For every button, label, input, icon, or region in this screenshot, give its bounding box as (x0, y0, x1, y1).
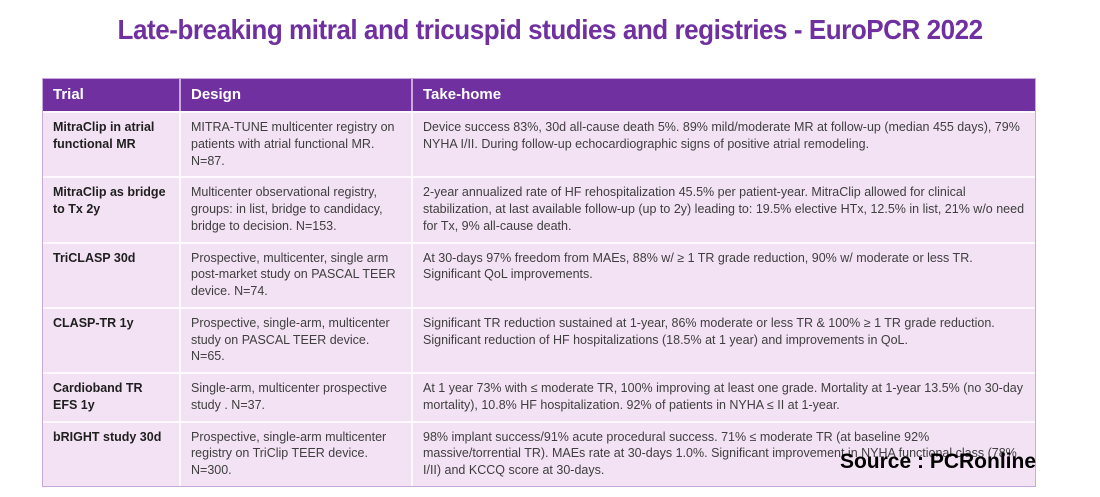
table-row: CLASP-TR 1y Prospective, single-arm, mul… (43, 306, 1035, 372)
column-header-take-home: Take-home (411, 79, 1035, 111)
design-cell: MITRA-TUNE multicenter registry on patie… (179, 111, 411, 177)
source-attribution: Source : PCRonline (839, 450, 1036, 473)
take-home-cell: At 1 year 73% with ≤ moderate TR, 100% i… (411, 372, 1035, 421)
take-home-cell: At 30-days 97% freedom from MAEs, 88% w/… (411, 241, 1035, 307)
design-cell: Multicenter observational registry, grou… (179, 176, 411, 242)
trial-cell: bRIGHT study 30d (43, 420, 179, 486)
design-cell: Single-arm, multicenter prospective stud… (179, 372, 411, 421)
take-home-cell: Device success 83%, 30d all-cause death … (411, 111, 1035, 177)
take-home-cell: Significant TR reduction sustained at 1-… (411, 306, 1035, 372)
design-cell: Prospective, single-arm multicenter regi… (179, 420, 411, 486)
design-cell: Prospective, single-arm, multicenter stu… (179, 306, 411, 372)
table-row: MitraClip in atrial functional MR MITRA-… (43, 111, 1035, 177)
design-cell: Prospective, multicenter, single arm pos… (179, 241, 411, 307)
page-title: Late-breaking mitral and tricuspid studi… (0, 14, 1100, 46)
trial-cell: TriCLASP 30d (43, 241, 179, 307)
column-header-design: Design (179, 79, 411, 111)
table-row: Cardioband TR EFS 1y Single-arm, multice… (43, 372, 1035, 421)
column-header-trial: Trial (43, 79, 179, 111)
trial-cell: MitraClip in atrial functional MR (43, 111, 179, 177)
page-title-text: Late-breaking mitral and tricuspid studi… (117, 14, 983, 45)
table-row: MitraClip as bridge to Tx 2y Multicenter… (43, 176, 1035, 242)
table-row: bRIGHT study 30d Prospective, single-arm… (43, 420, 1035, 486)
table-body: MitraClip in atrial functional MR MITRA-… (43, 111, 1035, 486)
studies-table: Trial Design Take-home MitraClip in atri… (42, 78, 1036, 487)
take-home-cell: 2-year annualized rate of HF rehospitali… (411, 176, 1035, 242)
table-header-row: Trial Design Take-home (43, 79, 1035, 111)
table-row: TriCLASP 30d Prospective, multicenter, s… (43, 241, 1035, 307)
trial-cell: CLASP-TR 1y (43, 306, 179, 372)
trial-cell: Cardioband TR EFS 1y (43, 372, 179, 421)
trial-cell: MitraClip as bridge to Tx 2y (43, 176, 179, 242)
take-home-cell: 98% implant success/91% acute procedural… (411, 420, 1035, 486)
